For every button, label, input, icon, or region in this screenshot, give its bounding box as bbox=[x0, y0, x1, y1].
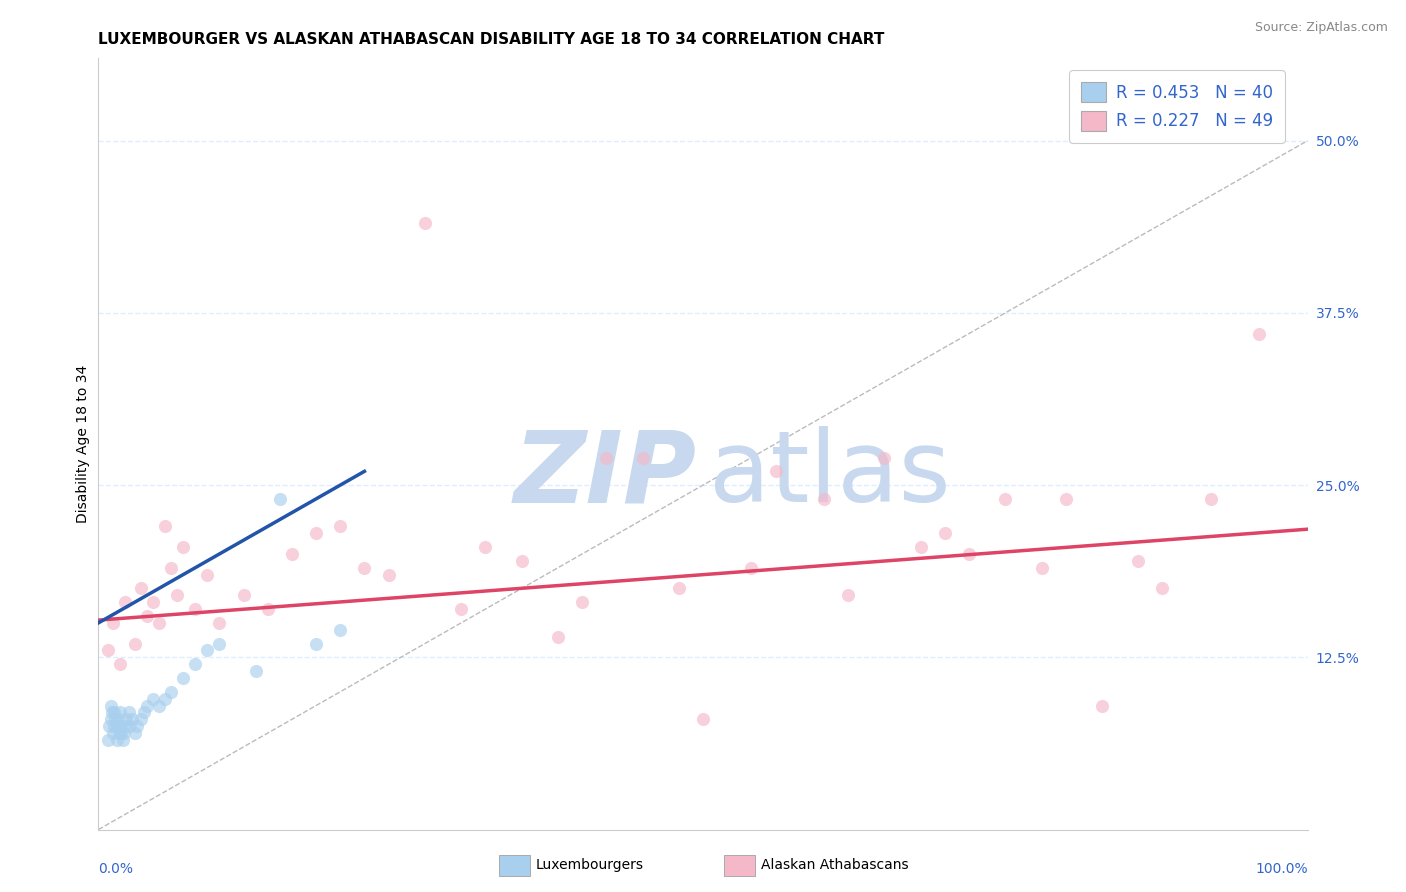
Point bbox=[813, 491, 835, 506]
Point bbox=[148, 698, 170, 713]
Point bbox=[100, 712, 122, 726]
Point bbox=[450, 602, 472, 616]
Text: atlas: atlas bbox=[709, 426, 950, 523]
Point bbox=[166, 588, 188, 602]
Point bbox=[135, 698, 157, 713]
Point bbox=[957, 547, 980, 561]
Point bbox=[994, 491, 1017, 506]
Text: Source: ZipAtlas.com: Source: ZipAtlas.com bbox=[1254, 21, 1388, 34]
Point bbox=[837, 588, 859, 602]
Y-axis label: Disability Age 18 to 34: Disability Age 18 to 34 bbox=[76, 365, 90, 523]
Point bbox=[129, 712, 152, 726]
Point bbox=[160, 685, 183, 699]
Point bbox=[195, 643, 218, 657]
Point bbox=[329, 623, 352, 637]
Point bbox=[112, 726, 135, 740]
Point bbox=[172, 671, 194, 685]
Text: 100.0%: 100.0% bbox=[1256, 862, 1308, 876]
Point bbox=[184, 602, 207, 616]
Point bbox=[108, 657, 131, 672]
Point bbox=[571, 595, 593, 609]
Point bbox=[208, 615, 231, 630]
Point bbox=[1199, 491, 1222, 506]
Point bbox=[510, 554, 533, 568]
Point bbox=[104, 712, 127, 726]
Point bbox=[124, 726, 146, 740]
Point bbox=[208, 636, 231, 650]
Point bbox=[269, 491, 291, 506]
Point bbox=[142, 691, 165, 706]
Point bbox=[110, 726, 132, 740]
Point bbox=[115, 712, 138, 726]
Point bbox=[195, 567, 218, 582]
Point bbox=[107, 712, 129, 726]
Point bbox=[97, 643, 120, 657]
Point bbox=[101, 726, 124, 740]
Point bbox=[101, 615, 124, 630]
Point bbox=[105, 719, 128, 733]
Point bbox=[148, 615, 170, 630]
Point bbox=[103, 719, 125, 733]
Point bbox=[184, 657, 207, 672]
Point bbox=[114, 719, 136, 733]
Point bbox=[108, 719, 131, 733]
Point bbox=[172, 540, 194, 554]
Point bbox=[1249, 326, 1271, 341]
Point bbox=[114, 595, 136, 609]
Legend: R = 0.453   N = 40, R = 0.227   N = 49: R = 0.453 N = 40, R = 0.227 N = 49 bbox=[1070, 70, 1285, 143]
Point bbox=[547, 630, 569, 644]
Point bbox=[135, 609, 157, 624]
Point bbox=[127, 719, 149, 733]
Point bbox=[108, 726, 131, 740]
Point bbox=[668, 582, 690, 596]
Point bbox=[631, 450, 654, 465]
Point bbox=[153, 519, 176, 533]
Point bbox=[111, 733, 134, 747]
Point bbox=[100, 698, 122, 713]
Point bbox=[1128, 554, 1150, 568]
Point bbox=[108, 706, 131, 720]
Point bbox=[740, 561, 762, 575]
Text: Alaskan Athabascans: Alaskan Athabascans bbox=[761, 858, 908, 872]
Text: LUXEMBOURGER VS ALASKAN ATHABASCAN DISABILITY AGE 18 TO 34 CORRELATION CHART: LUXEMBOURGER VS ALASKAN ATHABASCAN DISAB… bbox=[98, 32, 884, 47]
Point bbox=[873, 450, 896, 465]
Point bbox=[413, 216, 436, 230]
Point bbox=[305, 526, 328, 541]
Text: ZIP: ZIP bbox=[515, 426, 697, 523]
Point bbox=[245, 664, 267, 678]
Point bbox=[256, 602, 278, 616]
Point bbox=[232, 588, 254, 602]
Point bbox=[1091, 698, 1114, 713]
Point bbox=[377, 567, 399, 582]
Point bbox=[129, 582, 152, 596]
Point bbox=[765, 464, 787, 478]
Point bbox=[1054, 491, 1077, 506]
Point bbox=[692, 712, 714, 726]
Point bbox=[103, 706, 125, 720]
Point bbox=[353, 561, 375, 575]
Point bbox=[153, 691, 176, 706]
Point bbox=[329, 519, 352, 533]
Point bbox=[121, 712, 143, 726]
Point bbox=[474, 540, 496, 554]
Point bbox=[98, 719, 121, 733]
Point bbox=[1031, 561, 1053, 575]
Point bbox=[281, 547, 304, 561]
Text: 0.0%: 0.0% bbox=[98, 862, 134, 876]
Text: Luxembourgers: Luxembourgers bbox=[536, 858, 644, 872]
Point bbox=[97, 733, 120, 747]
Point bbox=[934, 526, 956, 541]
Point bbox=[105, 733, 128, 747]
Point bbox=[134, 706, 156, 720]
Point bbox=[142, 595, 165, 609]
Point bbox=[160, 561, 183, 575]
Point bbox=[305, 636, 328, 650]
Point bbox=[910, 540, 932, 554]
Point bbox=[118, 719, 141, 733]
Point bbox=[124, 636, 146, 650]
Point bbox=[1152, 582, 1174, 596]
Point bbox=[595, 450, 617, 465]
Point bbox=[100, 706, 122, 720]
Point bbox=[118, 706, 141, 720]
